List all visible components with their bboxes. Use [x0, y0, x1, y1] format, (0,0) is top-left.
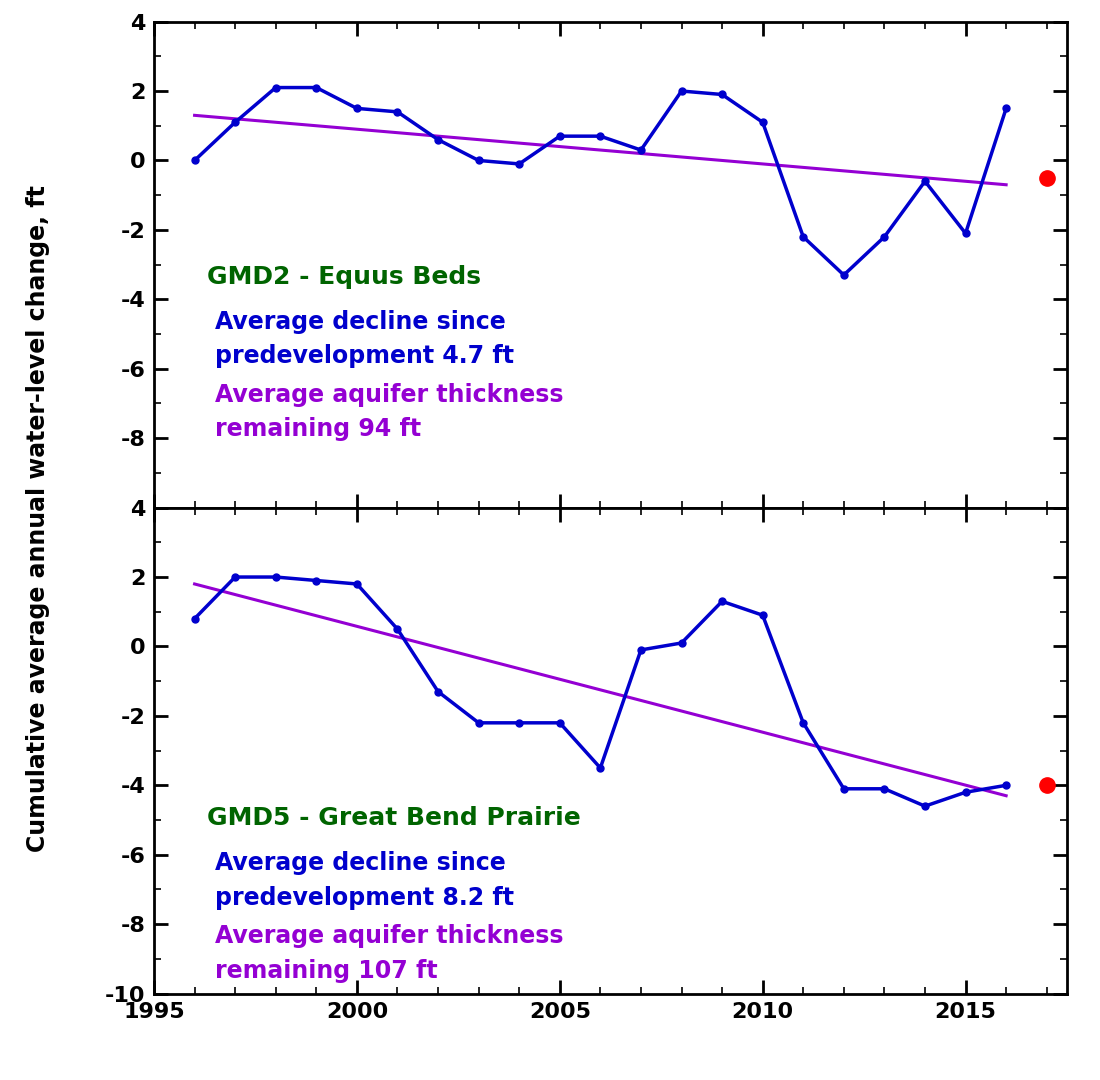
Text: Average aquifer thickness: Average aquifer thickness — [214, 382, 563, 407]
Text: GMD5 - Great Bend Prairie: GMD5 - Great Bend Prairie — [207, 806, 581, 831]
Text: remaining 107 ft: remaining 107 ft — [214, 959, 438, 983]
Text: predevelopment 8.2 ft: predevelopment 8.2 ft — [214, 886, 514, 910]
Text: Average decline since: Average decline since — [214, 851, 506, 875]
Text: predevelopment 4.7 ft: predevelopment 4.7 ft — [214, 345, 514, 368]
Text: GMD2 - Equus Beds: GMD2 - Equus Beds — [207, 265, 481, 288]
Text: Cumulative average annual water-level change, ft: Cumulative average annual water-level ch… — [26, 185, 51, 852]
Text: Average aquifer thickness: Average aquifer thickness — [214, 924, 563, 948]
Text: Average decline since: Average decline since — [214, 310, 506, 334]
Text: remaining 94 ft: remaining 94 ft — [214, 417, 421, 442]
